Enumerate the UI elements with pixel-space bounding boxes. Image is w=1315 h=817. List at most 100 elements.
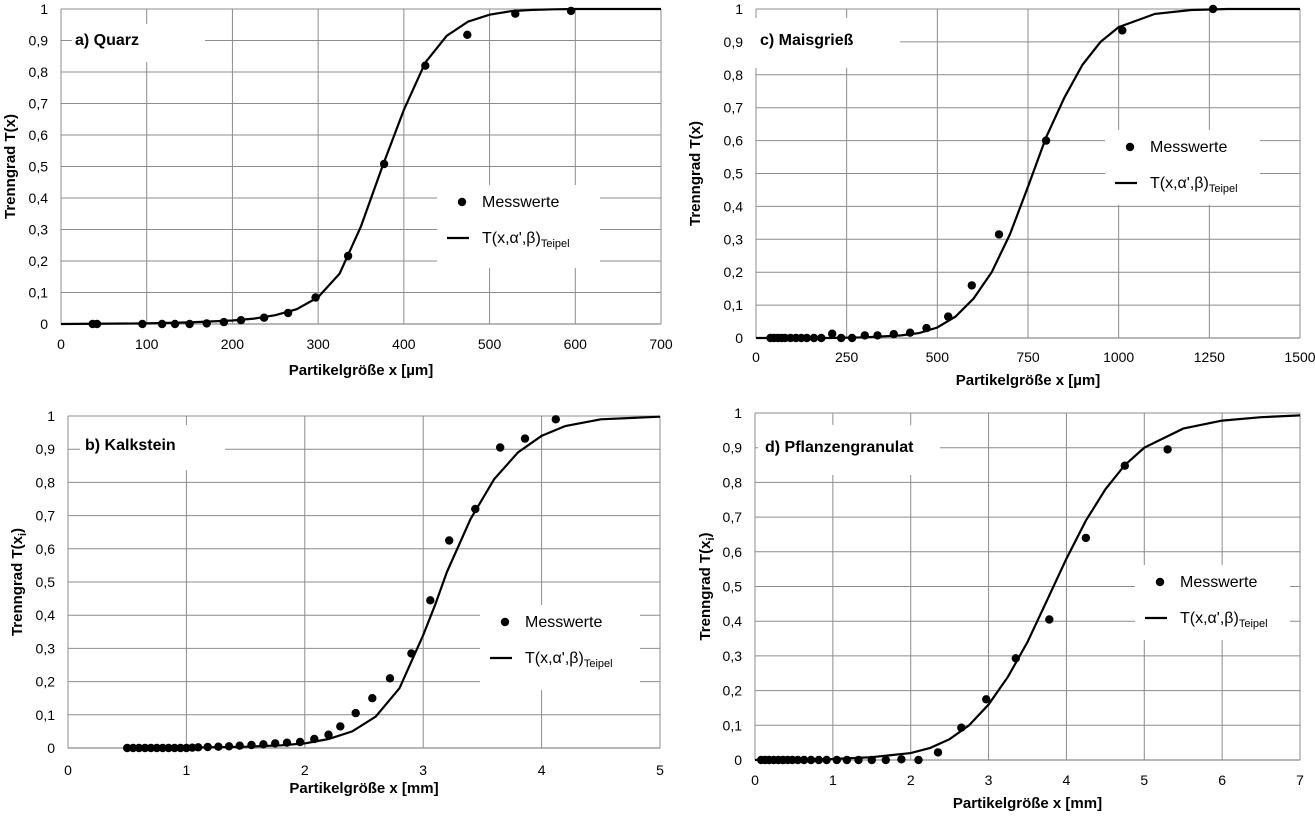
- data-point: [203, 742, 212, 752]
- data-point: [860, 331, 869, 340]
- y-tick-label: 0: [735, 330, 743, 346]
- x-tick-label: 200: [221, 336, 245, 352]
- x-tick-label: 2: [301, 762, 309, 778]
- chart-title: b) Kalkstein: [85, 437, 176, 454]
- data-point: [164, 743, 173, 753]
- y-tick-label: 0,1: [29, 285, 49, 301]
- y-tick-label: 0,5: [36, 574, 56, 590]
- data-point: [194, 743, 203, 752]
- data-point: [336, 722, 345, 731]
- x-tick-label: 250: [835, 349, 859, 365]
- legend-label-fit-main: T(x,α',β): [1150, 175, 1209, 192]
- data-point: [994, 230, 1004, 239]
- legend-label-fit-main: T(x,α',β): [1180, 610, 1239, 627]
- data-point: [806, 755, 816, 765]
- data-point: [511, 9, 520, 18]
- y-tick-label: 0: [47, 740, 55, 756]
- data-point: [92, 319, 102, 329]
- y-tick-label: 0,3: [723, 648, 743, 664]
- data-point: [471, 504, 480, 514]
- legend-label-fit: T(x,α',β)Teipel: [525, 650, 613, 670]
- y-tick-label: 0,8: [36, 474, 56, 490]
- x-axis-label: Partikelgröße x [µm]: [289, 362, 434, 379]
- y-tick-label: 0,9: [29, 33, 49, 49]
- y-tick-label: 1: [734, 405, 742, 421]
- y-tick-label: 0,3: [36, 640, 56, 656]
- legend-label-messwerte: Messwerte: [1180, 574, 1257, 591]
- data-point: [1208, 4, 1218, 14]
- data-point: [854, 755, 863, 765]
- x-tick-label: 2: [907, 772, 915, 788]
- data-point: [873, 331, 882, 340]
- y-axis-label-end: ): [697, 532, 714, 537]
- data-point: [837, 333, 846, 343]
- y-tick-label: 0,4: [36, 607, 56, 623]
- data-point: [259, 740, 268, 749]
- y-axis-label: Trenngrad T(xi): [9, 528, 29, 636]
- x-tick-label: 700: [649, 336, 673, 352]
- y-tick-label: 0: [40, 316, 48, 332]
- y-tick-label: 0,5: [723, 579, 743, 595]
- y-tick-label: 0,4: [723, 613, 743, 629]
- y-axis-label-subscript: i: [705, 537, 717, 540]
- data-point: [385, 674, 395, 683]
- y-tick-label: 0,5: [29, 159, 49, 175]
- data-point: [814, 755, 823, 765]
- y-tick-label: 0,1: [723, 717, 743, 733]
- x-tick-label: 4: [538, 762, 546, 778]
- y-tick-label: 0,6: [29, 127, 49, 143]
- legend-marker-messwerte: [1155, 577, 1165, 587]
- data-point: [170, 319, 180, 329]
- data-point: [520, 434, 530, 443]
- data-point: [176, 743, 185, 753]
- data-point: [182, 743, 191, 753]
- legend-background: [1135, 565, 1290, 640]
- data-point: [809, 333, 819, 343]
- data-point: [905, 328, 915, 337]
- y-tick-label: 1: [40, 1, 48, 17]
- x-axis-label: Partikelgröße x [mm]: [953, 795, 1102, 812]
- chart-panel-1: 0 0,1 0,2 0,3 0,4 0,5 0,6 0,7 0,8 0,9 1 0 100 200 300 4…: [2, 1, 673, 379]
- data-point: [1011, 654, 1020, 663]
- legend-label-messwerte: Messwerte: [525, 614, 602, 631]
- y-axis-label: Trenngrad T(xi): [697, 532, 717, 640]
- data-point: [283, 308, 293, 318]
- legend-label-fit: T(x,α',β)Teipel: [1180, 610, 1268, 630]
- data-point: [847, 333, 857, 343]
- x-tick-label: 500: [478, 336, 502, 352]
- legend-label-messwerte: Messwerte: [1150, 139, 1227, 156]
- data-point: [1045, 615, 1054, 624]
- data-point: [138, 319, 147, 329]
- x-tick-label: 0: [751, 772, 759, 788]
- x-tick-label: 1250: [1194, 349, 1225, 365]
- y-tick-label: 0,6: [36, 541, 56, 557]
- data-point: [793, 755, 802, 765]
- x-tick-label: 0: [64, 762, 72, 778]
- y-axis-label-subscript: i: [17, 533, 29, 536]
- data-point: [944, 312, 953, 321]
- legend-label-fit-main: T(x,α',β): [482, 230, 541, 247]
- y-tick-label: 0,2: [723, 683, 743, 699]
- legend-label-fit-subscript: Teipel: [584, 658, 613, 670]
- x-tick-label: 4: [1063, 772, 1071, 788]
- y-tick-label: 0,3: [29, 222, 49, 238]
- data-point: [247, 740, 256, 750]
- data-point: [128, 743, 138, 753]
- data-point: [1120, 461, 1130, 470]
- data-point: [822, 755, 831, 765]
- data-point: [146, 743, 156, 753]
- y-axis-label: Trenngrad T(x): [2, 114, 19, 219]
- data-point: [134, 743, 144, 753]
- title-background: [72, 24, 205, 62]
- x-tick-label: 3: [985, 772, 993, 788]
- x-axis-label: Partikelgröße x [µm]: [956, 372, 1101, 389]
- chart-title: c) Maisgrieß: [760, 32, 854, 49]
- x-axis-label: Partikelgröße x [mm]: [289, 780, 438, 797]
- data-point: [1041, 136, 1051, 145]
- data-point: [1163, 445, 1172, 454]
- data-point: [566, 6, 576, 16]
- x-tick-label: 1500: [1284, 349, 1315, 365]
- x-tick-label: 600: [564, 336, 588, 352]
- data-point: [1118, 26, 1127, 35]
- data-point: [202, 319, 211, 328]
